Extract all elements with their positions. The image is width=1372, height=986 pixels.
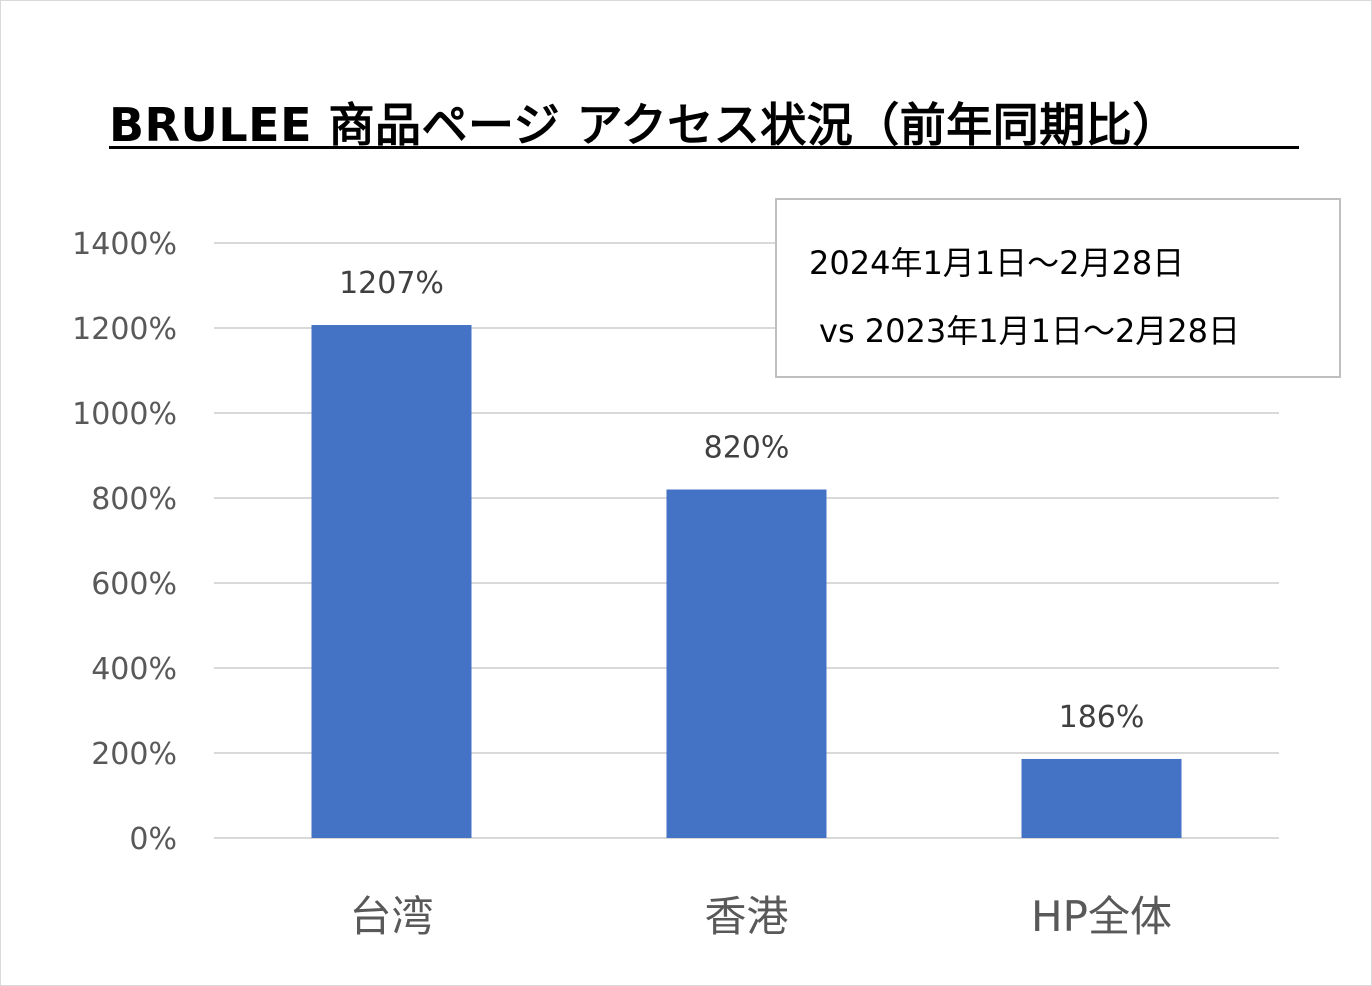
y-tick-label: 0% (129, 822, 177, 857)
title-underline (109, 146, 1299, 149)
y-tick-label: 1000% (72, 397, 177, 432)
y-tick-label: 200% (91, 737, 177, 772)
date-range-comparison: vs 2023年1月1日～2月28日 (819, 312, 1241, 350)
x-tick-label: 台湾 (349, 892, 433, 941)
y-tick-label: 800% (91, 482, 177, 517)
date-range-note: 2024年1月1日～2月28日 vs 2023年1月1日～2月28日 (775, 198, 1341, 378)
data-label: 820% (704, 431, 790, 466)
x-tick-label: HP全体 (1031, 892, 1172, 941)
y-tick-label: 1400% (72, 227, 177, 262)
bar (1021, 758, 1182, 838)
data-label: 186% (1059, 700, 1145, 735)
bar (311, 325, 472, 838)
bar (666, 489, 827, 838)
chart-title: BRULEE 商品ページ アクセス状況（前年同期比） (109, 98, 1179, 152)
x-tick-label: 香港 (704, 892, 788, 941)
date-range-current: 2024年1月1日～2月28日 (809, 244, 1185, 282)
data-label: 1207% (339, 266, 444, 301)
y-tick-label: 1200% (72, 312, 177, 347)
y-tick-label: 600% (91, 567, 177, 602)
y-tick-label: 400% (91, 652, 177, 687)
